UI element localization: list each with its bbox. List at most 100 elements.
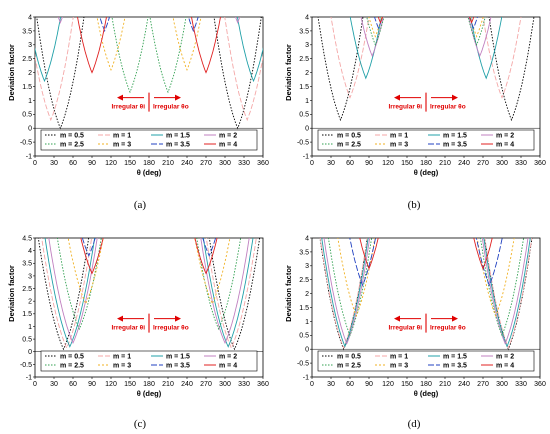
x-tick-label: 0 (310, 160, 314, 167)
series-group (37, 238, 261, 351)
y-tick-label: 0 (28, 126, 32, 133)
legend-label: m = 2.5 (60, 363, 84, 370)
panel-caption: (c) (134, 418, 147, 430)
series-line-0.5-right (208, 238, 261, 351)
irregular-annotation: Irregular θi Irregular θo (112, 92, 189, 112)
x-tick-label: 360 (534, 381, 546, 388)
series-line-3-right (476, 238, 515, 318)
arrow-left-icon (117, 94, 123, 101)
series-line-2-right (481, 238, 529, 345)
series-line-3-left (368, 17, 383, 38)
series-line-2.5-right (196, 238, 242, 331)
series-line-1-left (319, 238, 368, 350)
y-tick-label: 1 (28, 98, 32, 105)
x-axis-label: θ (deg) (137, 168, 162, 177)
panel-caption: (d) (408, 418, 421, 430)
x-tick-label: 150 (124, 381, 136, 388)
x-tick-label: 180 (143, 160, 155, 167)
y-tick-label: -0.5 (297, 361, 309, 368)
arrow-left-icon (394, 315, 400, 322)
legend-label: m = 2 (496, 133, 514, 140)
x-tick-label: 360 (257, 381, 269, 388)
series-line-1-left (35, 17, 74, 122)
series-line-1-right (482, 17, 522, 99)
arrow-left-icon (394, 94, 400, 101)
x-tick-label: 60 (69, 381, 77, 388)
y-tick-label: 1 (28, 324, 32, 331)
legend-label: m = 1.5 (443, 354, 467, 361)
series-line-2.5-left (56, 238, 102, 331)
legend-label: m = 2.5 (337, 142, 361, 149)
y-tick-label: 2 (305, 70, 309, 77)
series-line-4-left (77, 17, 107, 74)
y-tick-label: 2 (28, 299, 32, 306)
legend-label: m = 0.5 (60, 133, 84, 140)
legend-label: m = 1.5 (166, 133, 190, 140)
series-line-1.5-left (35, 17, 62, 83)
series-line-3.5-left (374, 17, 383, 30)
panel-caption: (b) (408, 199, 421, 211)
series-line-2-left (48, 238, 98, 345)
y-axis-label: Deviation factor (7, 265, 16, 322)
series-line-1.5-left (349, 17, 382, 80)
x-tick-label: 210 (439, 381, 451, 388)
x-tick-label: 60 (346, 160, 354, 167)
x-tick-label: 30 (327, 381, 335, 388)
series-line-1-left (41, 238, 93, 350)
y-tick-label: 3 (305, 42, 309, 49)
legend-label: m = 3.5 (166, 142, 190, 149)
y-tick-label: 1 (305, 319, 309, 326)
y-tick-label: 0 (305, 347, 309, 354)
y-tick-label: 3 (28, 273, 32, 280)
x-tick-label: 270 (200, 160, 212, 167)
series-line-3.5-right (202, 238, 217, 257)
legend: m = 0.5 m = 1 m = 1.5 m = 2 m = 2.5 m = 3 m = … (317, 129, 535, 151)
y-tick-label: 1.5 (22, 311, 32, 318)
y-tick-label: 1.5 (22, 84, 32, 91)
series-line-4-right (191, 17, 221, 74)
y-tick-label: 0.5 (299, 333, 309, 340)
y-tick-label: 4.5 (22, 235, 32, 242)
arrow-right-icon (175, 94, 181, 101)
series-line-1-right (224, 17, 263, 122)
x-tick-label: 180 (143, 381, 155, 388)
x-tick-label: 300 (496, 381, 508, 388)
y-tick-label: 2 (28, 70, 32, 77)
x-tick-label: 300 (219, 381, 231, 388)
series-group (35, 17, 263, 130)
legend-label: m = 0.5 (337, 354, 361, 361)
y-axis-label: Deviation factor (7, 44, 16, 101)
chart-panel-d: 0 30 60 90 120 150 180 210 240 270 300 330 360-1-0.5… (284, 235, 546, 430)
series-line-2-right (200, 238, 250, 345)
legend: m = 0.5 m = 1 m = 1.5 m = 2 m = 2.5 m = 3 m = … (40, 350, 258, 372)
series-line-4-right (194, 238, 218, 275)
x-tick-label: 270 (477, 160, 489, 167)
x-tick-label: 90 (365, 160, 373, 167)
series-line-3-left (337, 238, 376, 318)
legend-label: m = 1 (113, 133, 131, 140)
series-line-2.5-right (149, 17, 187, 94)
annotation-irregular-theta-i: Irregular θi (389, 325, 423, 332)
chart-panel-a: 0 30 60 90 120 150 180 210 240 270 300 330 360-1-0.5… (7, 14, 269, 211)
legend-label: m = 2 (219, 354, 237, 361)
series-line-1.5-left (44, 238, 96, 348)
series-line-0.5-right (213, 17, 262, 130)
x-tick-label: 120 (105, 160, 117, 167)
y-tick-label: -1 (303, 153, 309, 160)
x-tick-label: 30 (50, 160, 58, 167)
y-tick-label: 2.5 (299, 56, 309, 63)
x-tick-label: 180 (420, 160, 432, 167)
annotation-irregular-theta-o: Irregular θo (153, 104, 189, 111)
x-tick-label: 150 (401, 381, 413, 388)
legend-label: m = 2 (496, 354, 514, 361)
series-line-1.5-left (321, 238, 369, 348)
series-line-2.5-right (467, 17, 486, 47)
x-tick-label: 120 (382, 160, 394, 167)
panel-caption: (a) (134, 199, 147, 211)
y-tick-label: -0.5 (20, 140, 32, 147)
arrow-right-icon (452, 315, 458, 322)
series-line-2-right (235, 17, 241, 24)
x-tick-label: 240 (181, 381, 193, 388)
x-tick-label: 0 (310, 381, 314, 388)
